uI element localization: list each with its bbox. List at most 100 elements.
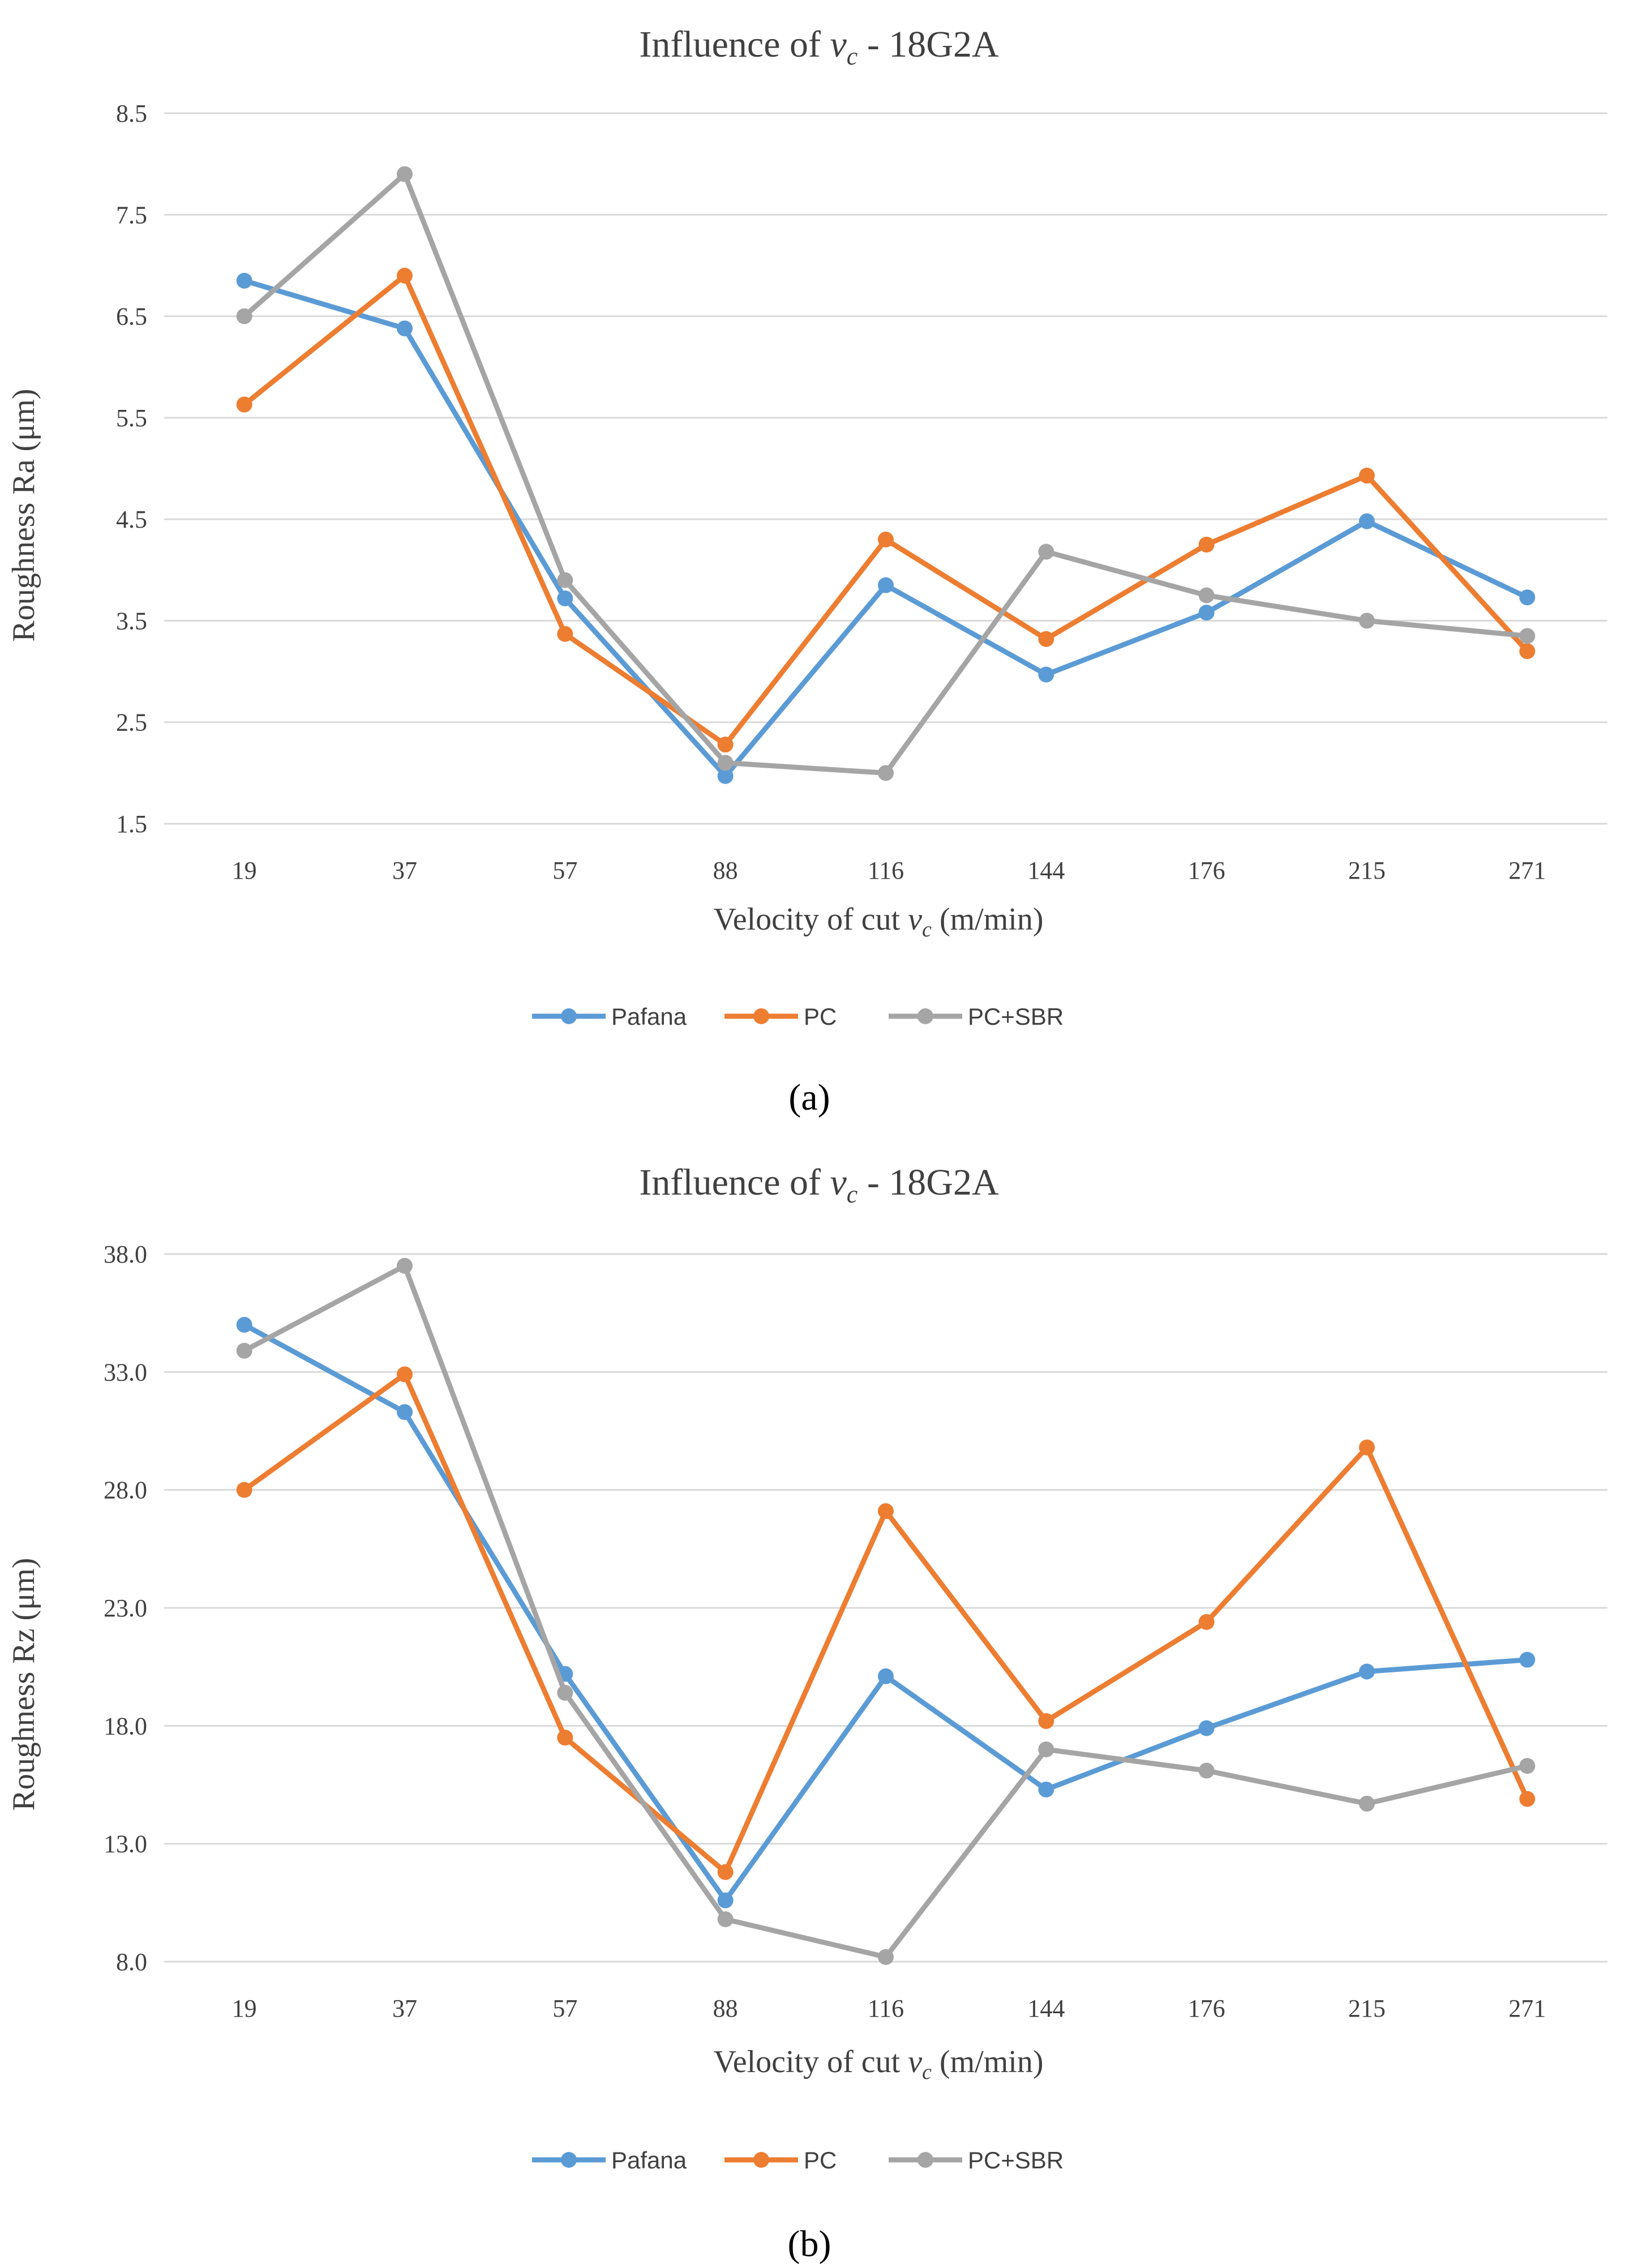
- x-tick-labels-a: 19 37 57 88 116 144 176 215 271: [232, 857, 1546, 884]
- y-tick-labels-a: 1.5 2.5 3.5 4.5 5.5 6.5 7.5 8.5: [116, 100, 147, 838]
- x-tick-label: 57: [552, 1995, 577, 2022]
- legend-item-pafana-b: Pafana: [532, 2147, 687, 2173]
- x-tick-label: 116: [868, 1995, 904, 2022]
- chart-panel-b: Influence of vc - 18G2A 8.0 13.0 18.0 23.0 2…: [6, 1162, 1607, 2265]
- data-point-pafana: [717, 768, 734, 784]
- data-point-pc-sbr: [717, 755, 734, 771]
- data-point-pc: [557, 626, 573, 642]
- x-tick-label: 88: [713, 1995, 738, 2022]
- y-axis-label-b: Roughness Rz (μm): [6, 1558, 41, 1811]
- data-point-pafana: [1038, 1781, 1054, 1798]
- y-axis-label-a: Roughness Ra (μm): [6, 389, 41, 642]
- data-point-pafana: [557, 590, 573, 606]
- data-point-pc: [236, 396, 252, 413]
- x-tick-label: 176: [1188, 1995, 1225, 2022]
- x-tick-label: 19: [232, 857, 257, 884]
- data-point-pc-sbr: [1519, 1758, 1536, 1774]
- gridlines-b: [164, 1253, 1607, 1963]
- data-point-pc: [397, 267, 413, 284]
- data-point-pafana: [1519, 589, 1536, 606]
- x-tick-label: 215: [1348, 1995, 1386, 2022]
- data-point-pafana: [236, 1317, 252, 1333]
- x-tick-label: 37: [392, 857, 417, 884]
- data-point-pc-sbr: [236, 308, 252, 324]
- data-point-pc: [397, 1366, 413, 1383]
- y-tick-label: 6.5: [116, 303, 147, 331]
- legend-label-pc-b: PC: [804, 2147, 837, 2173]
- legend-label-pcsbr-b: PC+SBR: [968, 2147, 1064, 2173]
- x-tick-label: 37: [392, 1995, 417, 2022]
- data-point-pc-sbr: [717, 1911, 734, 1927]
- legend-marker-pc-b: [753, 2152, 769, 2168]
- data-point-pc: [557, 1730, 573, 1746]
- data-point-pc-sbr: [557, 1685, 573, 1701]
- y-tick-label: 38.0: [104, 1240, 147, 1268]
- series-line-pafana: [242, 278, 1530, 779]
- x-tick-labels-b: 19 37 57 88 116 144 176 215 271: [232, 1995, 1546, 2022]
- data-point-pc-sbr: [878, 1949, 894, 1965]
- chart-title-a: Influence of vc - 18G2A: [639, 24, 999, 70]
- legend-a: Pafana PC PC+SBR: [532, 1003, 1064, 1030]
- legend-item-pcsbr-a: PC+SBR: [889, 1003, 1064, 1030]
- data-point-pc: [717, 737, 734, 753]
- data-point-pc: [1038, 631, 1054, 647]
- data-point-pc-sbr: [1359, 1795, 1375, 1812]
- y-tick-label: 13.0: [104, 1830, 147, 1858]
- data-point-pafana: [397, 1404, 413, 1420]
- y-tick-label: 1.5: [116, 810, 147, 838]
- y-tick-label: 2.5: [116, 709, 147, 737]
- data-point-pc: [878, 532, 894, 547]
- legend-item-pcsbr-b: PC+SBR: [889, 2147, 1064, 2173]
- data-point-pafana: [1198, 1720, 1215, 1736]
- y-tick-label: 33.0: [104, 1358, 147, 1386]
- x-tick-label: 271: [1508, 1995, 1546, 2022]
- data-point-pc-sbr: [1038, 544, 1054, 560]
- y-tick-labels-b: 8.0 13.0 18.0 23.0 28.0 33.0 38.0: [104, 1240, 147, 1976]
- legend-label-pc-a: PC: [804, 1003, 837, 1030]
- data-point-pc-sbr: [236, 1342, 252, 1359]
- y-tick-label: 23.0: [104, 1594, 147, 1622]
- chart-panel-a: Influence of vc - 18G2A 1.5 2.5 3.5 4.5 5.5 6…: [6, 24, 1607, 1118]
- caption-b: (b): [788, 2223, 831, 2265]
- series-layer-b: [236, 1257, 1536, 1965]
- data-point-pc: [1198, 1614, 1215, 1630]
- data-point-pc-sbr: [557, 572, 573, 588]
- legend-item-pc-b: PC: [724, 2147, 837, 2173]
- data-point-pafana: [236, 272, 252, 289]
- x-tick-label: 215: [1348, 857, 1386, 884]
- legend-label-pafana-b: Pafana: [611, 2147, 687, 2173]
- x-tick-label: 88: [713, 857, 738, 884]
- y-tick-label: 8.0: [116, 1948, 147, 1976]
- data-point-pafana: [397, 320, 413, 337]
- data-point-pc: [1519, 1791, 1536, 1807]
- legend-item-pc-a: PC: [724, 1003, 837, 1030]
- legend-marker-pcsbr-a: [917, 1008, 933, 1024]
- x-axis-label-a: Velocity of cut vc (m/min): [714, 902, 1044, 942]
- data-point-pc-sbr: [1519, 628, 1536, 644]
- chart-title-b: Influence of vc - 18G2A: [639, 1162, 999, 1208]
- series-line-pc: [242, 273, 1530, 747]
- series-line-pc-sbr: [242, 1263, 1530, 1960]
- data-point-pafana: [717, 1892, 734, 1908]
- legend-b: Pafana PC PC+SBR: [532, 2147, 1064, 2173]
- data-point-pc: [1359, 468, 1375, 484]
- y-tick-label: 7.5: [116, 201, 147, 229]
- caption-a: (a): [788, 1077, 830, 1118]
- data-point-pc-sbr: [1038, 1741, 1054, 1757]
- data-point-pafana: [1519, 1651, 1536, 1668]
- data-point-pafana: [878, 577, 894, 593]
- x-axis-label-b: Velocity of cut vc (m/min): [714, 2044, 1044, 2084]
- gridlines-a: [164, 112, 1607, 825]
- legend-marker-pafana-a: [561, 1008, 577, 1024]
- data-point-pc: [878, 1503, 894, 1520]
- series-layer-a: [236, 166, 1536, 784]
- x-tick-label: 19: [232, 1995, 257, 2022]
- y-tick-label: 18.0: [104, 1712, 147, 1740]
- legend-marker-pafana-b: [561, 2152, 577, 2168]
- data-point-pc-sbr: [878, 765, 894, 781]
- data-point-pc: [1359, 1439, 1375, 1456]
- x-tick-label: 271: [1508, 857, 1546, 884]
- data-point-pafana: [1198, 605, 1215, 621]
- data-point-pc: [1519, 643, 1536, 660]
